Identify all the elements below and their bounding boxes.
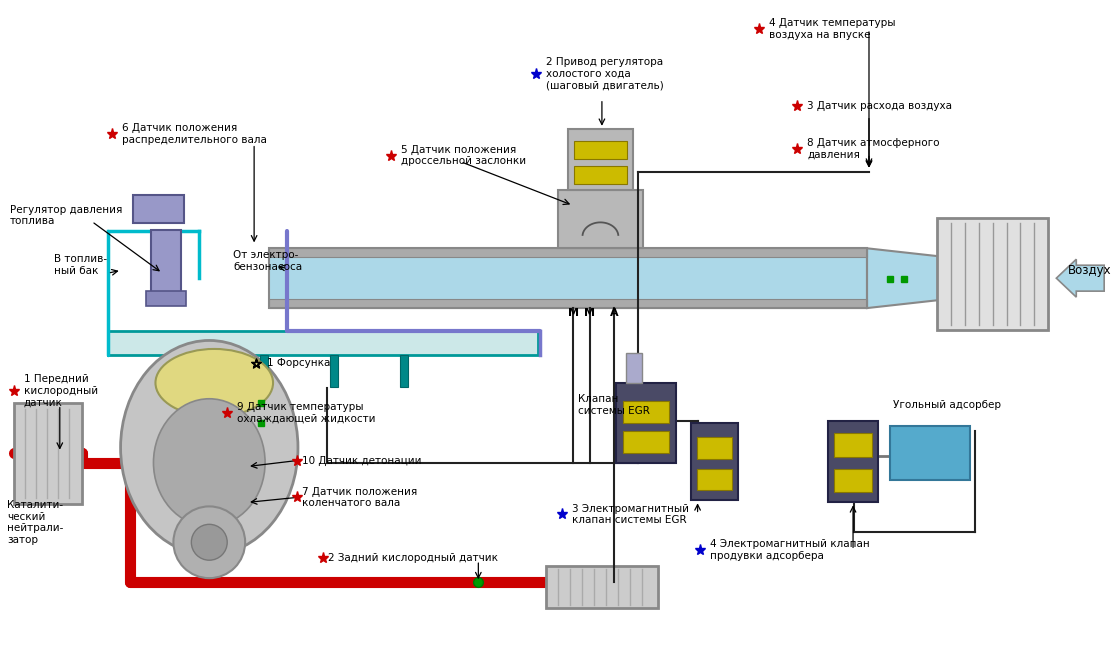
Bar xyxy=(890,426,970,481)
Bar xyxy=(132,196,185,223)
Bar xyxy=(623,400,669,423)
Ellipse shape xyxy=(121,341,298,555)
Bar xyxy=(13,402,82,505)
Ellipse shape xyxy=(153,398,265,526)
Bar xyxy=(269,248,867,257)
Bar xyxy=(400,355,408,387)
Text: 2 Привод регулятора
холостого хода
(шаговый двигатель): 2 Привод регулятора холостого хода (шаго… xyxy=(547,57,664,90)
Text: 4 Датчик температуры
воздуха на впуске: 4 Датчик температуры воздуха на впуске xyxy=(769,18,896,40)
Text: 6 Датчик положения
распределительного вала: 6 Датчик положения распределительного ва… xyxy=(122,123,267,145)
Bar xyxy=(547,566,657,608)
Text: M: M xyxy=(585,308,596,318)
Bar xyxy=(697,469,732,491)
Bar xyxy=(828,421,878,503)
Bar xyxy=(575,141,627,158)
Text: Клапан
системы EGR: Клапан системы EGR xyxy=(578,394,650,416)
Text: 10 Датчик детонации: 10 Датчик детонации xyxy=(302,455,421,465)
Text: 7 Датчик положения
коленчатого вала: 7 Датчик положения коленчатого вала xyxy=(302,487,418,509)
Text: 5 Датчик положения
дроссельной заслонки: 5 Датчик положения дроссельной заслонки xyxy=(401,145,525,166)
Bar xyxy=(616,383,675,463)
Text: 1 Передний
кислородный
датчик: 1 Передний кислородный датчик xyxy=(24,374,99,407)
Bar xyxy=(147,291,186,306)
Polygon shape xyxy=(867,248,939,308)
Bar xyxy=(269,299,867,308)
Text: В топлив-
ный бак: В топлив- ный бак xyxy=(54,255,106,276)
Bar xyxy=(575,166,627,184)
Bar xyxy=(568,129,633,190)
Text: 1 Форсунка: 1 Форсунка xyxy=(267,358,330,368)
Text: Воздух: Воздух xyxy=(1068,264,1112,276)
FancyArrow shape xyxy=(1056,259,1104,297)
Text: A: A xyxy=(609,308,618,318)
Text: 9 Датчик температуры
охлаждающей жидкости: 9 Датчик температуры охлаждающей жидкост… xyxy=(237,402,375,424)
Text: 8 Датчик атмосферного
давления: 8 Датчик атмосферного давления xyxy=(808,138,940,159)
Bar xyxy=(626,353,642,383)
Text: 3 Электромагнитный
клапан системы EGR: 3 Электромагнитный клапан системы EGR xyxy=(572,504,689,525)
Bar xyxy=(269,248,867,308)
Bar xyxy=(151,230,181,298)
Text: Регулятор давления
топлива: Регулятор давления топлива xyxy=(10,205,122,226)
Bar xyxy=(269,248,867,308)
Text: Угольный адсорбер: Угольный адсорбер xyxy=(893,400,1001,410)
Bar xyxy=(834,433,872,457)
Ellipse shape xyxy=(156,349,273,417)
Bar xyxy=(190,355,198,387)
Bar xyxy=(697,437,732,459)
Text: 2 Задний кислородный датчик: 2 Задний кислородный датчик xyxy=(328,553,498,563)
Text: M: M xyxy=(568,308,579,318)
Circle shape xyxy=(174,507,245,578)
Text: 3 Датчик расхода воздуха: 3 Датчик расхода воздуха xyxy=(808,101,952,111)
Text: От электро-
бензонасоса: От электро- бензонасоса xyxy=(233,251,302,272)
Bar xyxy=(834,469,872,493)
Bar xyxy=(623,431,669,453)
Bar xyxy=(330,355,338,387)
Bar xyxy=(558,190,643,248)
Text: Каталити-
ческий
нейтрали-
затор: Каталити- ческий нейтрали- затор xyxy=(7,500,64,545)
Bar xyxy=(260,355,268,387)
Bar xyxy=(108,331,538,355)
Bar xyxy=(936,218,1048,330)
Text: 4 Электромагнитный клапан
продувки адсорбера: 4 Электромагнитный клапан продувки адсор… xyxy=(710,540,869,561)
Circle shape xyxy=(192,524,227,560)
Bar xyxy=(691,423,738,501)
